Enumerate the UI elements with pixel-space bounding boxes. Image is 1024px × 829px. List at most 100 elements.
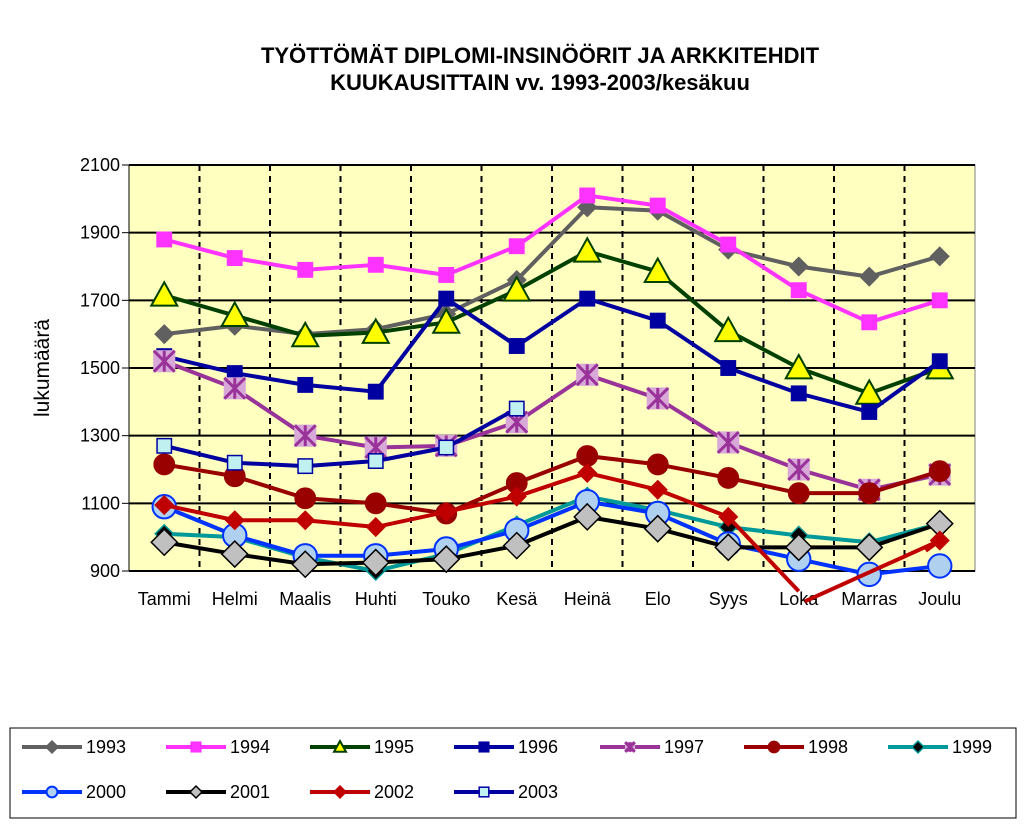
legend-item-1997: 1997 bbox=[600, 737, 704, 757]
legend-item-1993: 1993 bbox=[22, 737, 126, 757]
x-tick-label: Heinä bbox=[564, 589, 612, 609]
legend-label: 1996 bbox=[518, 737, 558, 757]
point-2002-Maalis bbox=[295, 510, 316, 531]
legend-label: 1995 bbox=[374, 737, 414, 757]
point-2003-Maalis bbox=[297, 458, 314, 475]
point-1994-Helmi bbox=[226, 250, 243, 266]
point-1995-Marras bbox=[854, 378, 884, 405]
x-tick-label: Huhti bbox=[355, 589, 397, 609]
legend-label: 1997 bbox=[664, 737, 704, 757]
point-1997-Maalis-star bbox=[293, 424, 317, 448]
point-1993-Joulu bbox=[929, 246, 950, 267]
point-1998-Joulu bbox=[928, 460, 951, 483]
series-1994 bbox=[156, 187, 948, 331]
legend-label: 2001 bbox=[230, 782, 270, 802]
point-1997-Heinä-star bbox=[575, 363, 599, 387]
point-1995-Heinä bbox=[572, 236, 602, 263]
point-1997-Elo bbox=[646, 386, 670, 410]
point-2001-Marras bbox=[855, 533, 884, 562]
legend-marker bbox=[44, 739, 60, 755]
point-2001-Touko bbox=[432, 545, 461, 574]
y-tick-label: 1900 bbox=[80, 223, 120, 243]
legend-label: 1998 bbox=[808, 737, 848, 757]
point-1995-Maalis bbox=[290, 320, 320, 348]
legend-item-1996: 1996 bbox=[454, 737, 558, 757]
point-1994-Touko bbox=[438, 267, 455, 283]
legend: 1993 1994 1995 1996 1997 1998 1999 2000 2001 2002… bbox=[22, 737, 992, 802]
legend-marker bbox=[45, 785, 59, 799]
legend-marker bbox=[624, 741, 636, 753]
point-2003-Touko bbox=[438, 439, 455, 456]
y-tick-label: 900 bbox=[90, 561, 120, 581]
legend-item-1998: 1998 bbox=[744, 737, 848, 757]
point-1995-Kesä bbox=[502, 275, 532, 302]
series-line-1997 bbox=[163, 359, 941, 492]
point-2002-Touko bbox=[436, 501, 457, 522]
x-tick-label: Kesä bbox=[496, 589, 538, 609]
point-1997-Loka bbox=[787, 458, 811, 481]
point-2001-Heinä bbox=[573, 502, 602, 531]
point-1996-Elo bbox=[649, 312, 666, 329]
point-1997-Loka-star bbox=[787, 458, 811, 481]
point-2001-Syys bbox=[714, 533, 743, 562]
series-2001 bbox=[150, 502, 954, 579]
chart-title-line-2: KUUKAUSITTAIN vv. 1993-2003/kesäkuu bbox=[330, 70, 750, 95]
legend-box bbox=[9, 727, 1017, 819]
legend-marker bbox=[478, 741, 490, 753]
point-1998-Loka bbox=[787, 482, 810, 505]
point-2001-Tammi bbox=[150, 528, 179, 557]
y-tick-label: 2100 bbox=[80, 155, 120, 175]
y-tick-label: 1500 bbox=[80, 358, 120, 378]
point-2002-Kesä bbox=[506, 486, 527, 507]
legend-marker bbox=[910, 739, 926, 755]
point-2001-Helmi bbox=[220, 540, 249, 569]
point-1994-Tammi bbox=[156, 231, 173, 248]
series-1998 bbox=[153, 445, 951, 525]
point-1998-Elo bbox=[646, 453, 669, 476]
point-1994-Heinä bbox=[579, 187, 596, 204]
point-1998-Marras bbox=[858, 482, 881, 505]
point-1994-Maalis bbox=[297, 261, 314, 278]
legend-marker bbox=[190, 741, 202, 753]
series-line-1995 bbox=[163, 249, 941, 396]
legend-item-2003: 2003 bbox=[454, 782, 558, 802]
series-line-1994 bbox=[163, 193, 941, 325]
point-1997-Syys-star bbox=[716, 430, 740, 454]
x-axis-ticks: Tammi Helmi Maalis Huhti Touko Kesä Heinä Elo Sy… bbox=[128, 165, 975, 609]
point-2001-Loka bbox=[784, 533, 813, 562]
x-tick-label: Loka bbox=[779, 589, 819, 609]
legend-item-1999: 1999 bbox=[888, 737, 992, 757]
legend-item-2002: 2002 bbox=[310, 782, 414, 802]
point-1995-Helmi bbox=[220, 300, 250, 327]
legend-label: 2002 bbox=[374, 782, 414, 802]
legend-item-2001: 2001 bbox=[166, 782, 270, 802]
point-1996-Huhti bbox=[367, 383, 384, 400]
point-1993-Tammi bbox=[154, 324, 175, 345]
legend-label: 2000 bbox=[86, 782, 126, 802]
x-tick-label: Elo bbox=[645, 589, 671, 609]
point-2002-Heinä bbox=[577, 462, 598, 483]
legend-label: 1994 bbox=[230, 737, 270, 757]
legend-label: 1993 bbox=[86, 737, 126, 757]
point-1997-Helmi bbox=[223, 376, 247, 400]
point-1994-Joulu bbox=[931, 292, 948, 309]
point-2003-Helmi bbox=[226, 454, 243, 471]
series-line-1998 bbox=[163, 453, 941, 516]
legend-marker bbox=[332, 784, 348, 800]
point-1998-Maalis bbox=[294, 487, 317, 510]
point-1998-Syys bbox=[717, 467, 740, 489]
point-1996-Loka bbox=[790, 385, 807, 402]
point-1994-Loka bbox=[790, 282, 807, 299]
point-1997-Tammi-star bbox=[152, 349, 176, 373]
point-1998-Huhti bbox=[364, 492, 387, 515]
point-1996-Joulu bbox=[931, 353, 948, 370]
point-1995-Huhti bbox=[361, 317, 391, 344]
point-1995-Tammi bbox=[149, 280, 179, 307]
point-1998-Tammi bbox=[153, 453, 176, 476]
series-line-1996 bbox=[163, 296, 941, 414]
point-1997-Elo-star bbox=[646, 386, 670, 410]
x-tick-label: Joulu bbox=[918, 589, 961, 609]
point-1995-Elo bbox=[643, 256, 673, 283]
point-2001-Elo bbox=[643, 514, 672, 543]
